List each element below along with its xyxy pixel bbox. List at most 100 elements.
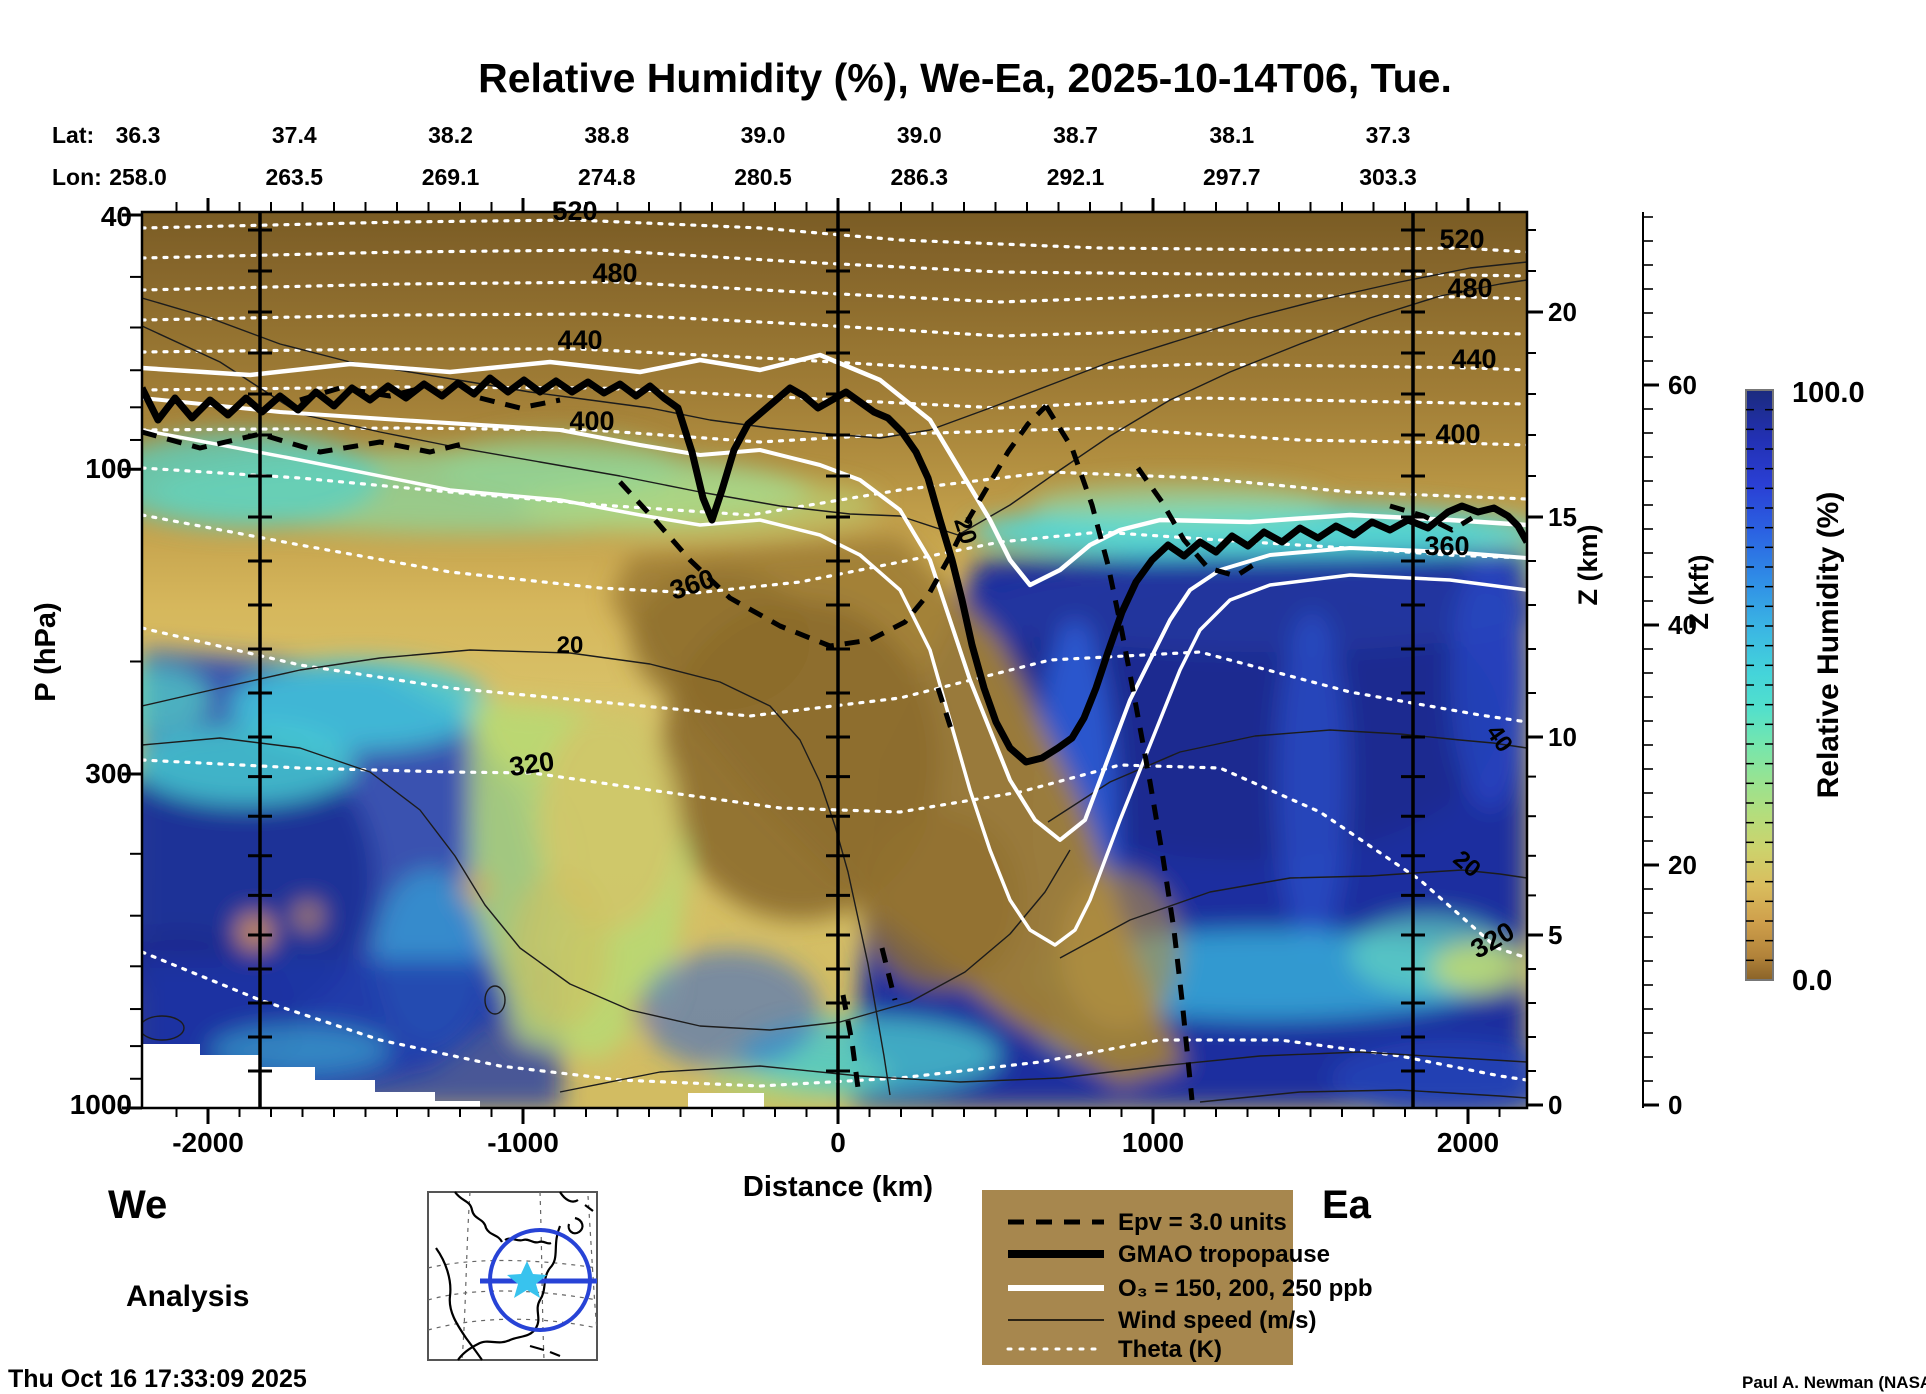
p-tick-label: 300 bbox=[85, 758, 132, 789]
colorbar-ticks bbox=[1746, 408, 1773, 962]
polyline-shape bbox=[142, 649, 891, 1096]
lon-value: 303.3 bbox=[1359, 164, 1417, 190]
zkm-tick-label: 10 bbox=[1548, 722, 1577, 752]
polyline-shape bbox=[142, 347, 1527, 374]
path-shape bbox=[427, 1290, 598, 1301]
polyline-shape bbox=[142, 428, 1527, 947]
distance-axis-label: Distance (km) bbox=[743, 1171, 933, 1203]
lat-value: 37.4 bbox=[272, 122, 317, 148]
x-tick-label: 1000 bbox=[1122, 1127, 1184, 1158]
endpoint-west-label: We bbox=[108, 1183, 167, 1227]
theta-contour-label: 360 bbox=[1424, 531, 1469, 561]
p-tick-label: 100 bbox=[85, 453, 132, 484]
ellipse-shape bbox=[510, 870, 610, 1030]
polyline-shape bbox=[1047, 729, 1527, 823]
timestamp: Thu Oct 16 17:33:09 2025 bbox=[8, 1365, 307, 1393]
polyline-shape bbox=[618, 404, 1048, 649]
polyline-shape bbox=[142, 312, 1527, 338]
analysis-label: Analysis bbox=[126, 1280, 249, 1313]
theta-contours bbox=[142, 218, 1527, 1088]
wind-contour-label: 20 bbox=[557, 632, 584, 659]
polyline-shape bbox=[142, 758, 1527, 960]
path-shape bbox=[539, 1191, 545, 1361]
theta-contour-label: 520 bbox=[552, 196, 597, 226]
theta-contour-label: 320 bbox=[507, 746, 556, 782]
circle-shape bbox=[294, 902, 322, 930]
map-inset bbox=[427, 1191, 598, 1361]
lat-value: 39.0 bbox=[897, 122, 942, 148]
ellipse-shape bbox=[1030, 483, 1330, 527]
polyline-shape bbox=[142, 466, 1527, 517]
rh-filled-field bbox=[142, 212, 1527, 1108]
axis-ticks bbox=[122, 198, 1659, 1124]
zkm-tick-label: 15 bbox=[1548, 502, 1577, 532]
zkft-tick-label: 40 bbox=[1668, 610, 1697, 640]
ellipse-shape bbox=[1276, 610, 1348, 950]
ozone-contours bbox=[142, 352, 1527, 947]
theta-contour-label: 400 bbox=[1435, 419, 1480, 449]
polyline-shape bbox=[142, 248, 1527, 278]
lat-value: 38.7 bbox=[1053, 122, 1098, 148]
lon-value: 258.0 bbox=[109, 164, 167, 190]
zkft-tick-label: 0 bbox=[1668, 1090, 1682, 1120]
colorbar-min-label: 0.0 bbox=[1792, 965, 1832, 997]
p-tick-label: 1000 bbox=[70, 1089, 132, 1120]
zkm-tick-label: 0 bbox=[1548, 1090, 1562, 1120]
theta-contour-label: 440 bbox=[1451, 344, 1496, 374]
polyline-shape bbox=[142, 429, 471, 455]
lon-value: 274.8 bbox=[578, 164, 636, 190]
theta-contour-label: 480 bbox=[592, 258, 637, 288]
path-shape bbox=[587, 1195, 598, 1331]
x-tick-label: -1000 bbox=[487, 1127, 559, 1158]
polyline-shape bbox=[879, 947, 898, 1001]
ellipse-shape bbox=[640, 950, 820, 1070]
polyline-shape bbox=[142, 950, 1527, 1088]
lat-value: 37.3 bbox=[1366, 122, 1411, 148]
lat-value: 39.0 bbox=[741, 122, 786, 148]
ellipse-shape bbox=[630, 570, 810, 710]
lon-row-label: Lon: bbox=[52, 164, 102, 190]
x-tick-label: -2000 bbox=[172, 1127, 244, 1158]
plot-frame bbox=[140, 210, 1529, 1110]
x-tick-label: 2000 bbox=[1437, 1127, 1499, 1158]
path-shape bbox=[435, 1247, 483, 1361]
colorbar-title: Relative Humidity (%) bbox=[1812, 492, 1845, 799]
ellipse-shape bbox=[484, 985, 506, 1015]
theta-contour-label: 520 bbox=[1439, 224, 1484, 254]
lon-value: 286.3 bbox=[890, 164, 948, 190]
credit: Paul A. Newman (NASA bbox=[1742, 1373, 1926, 1392]
path-shape bbox=[567, 1216, 584, 1235]
path-shape bbox=[559, 1191, 594, 1212]
map-location-star bbox=[507, 1261, 547, 1298]
ellipse-shape bbox=[1432, 942, 1527, 994]
legend-label-tropopause: GMAO tropopause bbox=[1118, 1241, 1330, 1268]
endpoint-east-label: Ea bbox=[1322, 1183, 1372, 1227]
polyline-shape bbox=[1135, 466, 1260, 579]
polyline-shape bbox=[142, 374, 1527, 766]
polyline-shape bbox=[142, 280, 1527, 304]
terrain-cutout bbox=[142, 1044, 480, 1108]
lon-value: 263.5 bbox=[265, 164, 323, 190]
x-tick-label: 0 bbox=[830, 1127, 846, 1158]
lon-value: 297.7 bbox=[1203, 164, 1261, 190]
polyline-shape bbox=[1199, 1089, 1527, 1103]
polyline-shape bbox=[935, 687, 955, 733]
ellipse-shape bbox=[142, 1015, 185, 1041]
polyline-shape bbox=[142, 626, 1527, 724]
path-shape bbox=[461, 1191, 471, 1361]
polyline-shape bbox=[142, 737, 1071, 1031]
pressure-axis-label: P (hPa) bbox=[30, 602, 62, 701]
colorbar-max-label: 100.0 bbox=[1792, 377, 1865, 409]
polyline-shape bbox=[142, 396, 1527, 842]
path-shape bbox=[454, 1191, 503, 1243]
lat-value: 36.3 bbox=[116, 122, 161, 148]
legend-label-theta: Theta (K) bbox=[1118, 1336, 1222, 1363]
polyline-shape bbox=[840, 994, 861, 1089]
lon-value: 269.1 bbox=[422, 164, 480, 190]
theta-contour-label: 480 bbox=[1447, 273, 1492, 303]
z-kft-axis-label: Z (kft) bbox=[1684, 555, 1714, 630]
lon-value: 280.5 bbox=[734, 164, 792, 190]
colorbar: 100.0 0.0 Relative Humidity (%) bbox=[1745, 377, 1865, 997]
ellipse-shape bbox=[860, 810, 1020, 990]
theta-contour-label: 400 bbox=[569, 406, 614, 436]
